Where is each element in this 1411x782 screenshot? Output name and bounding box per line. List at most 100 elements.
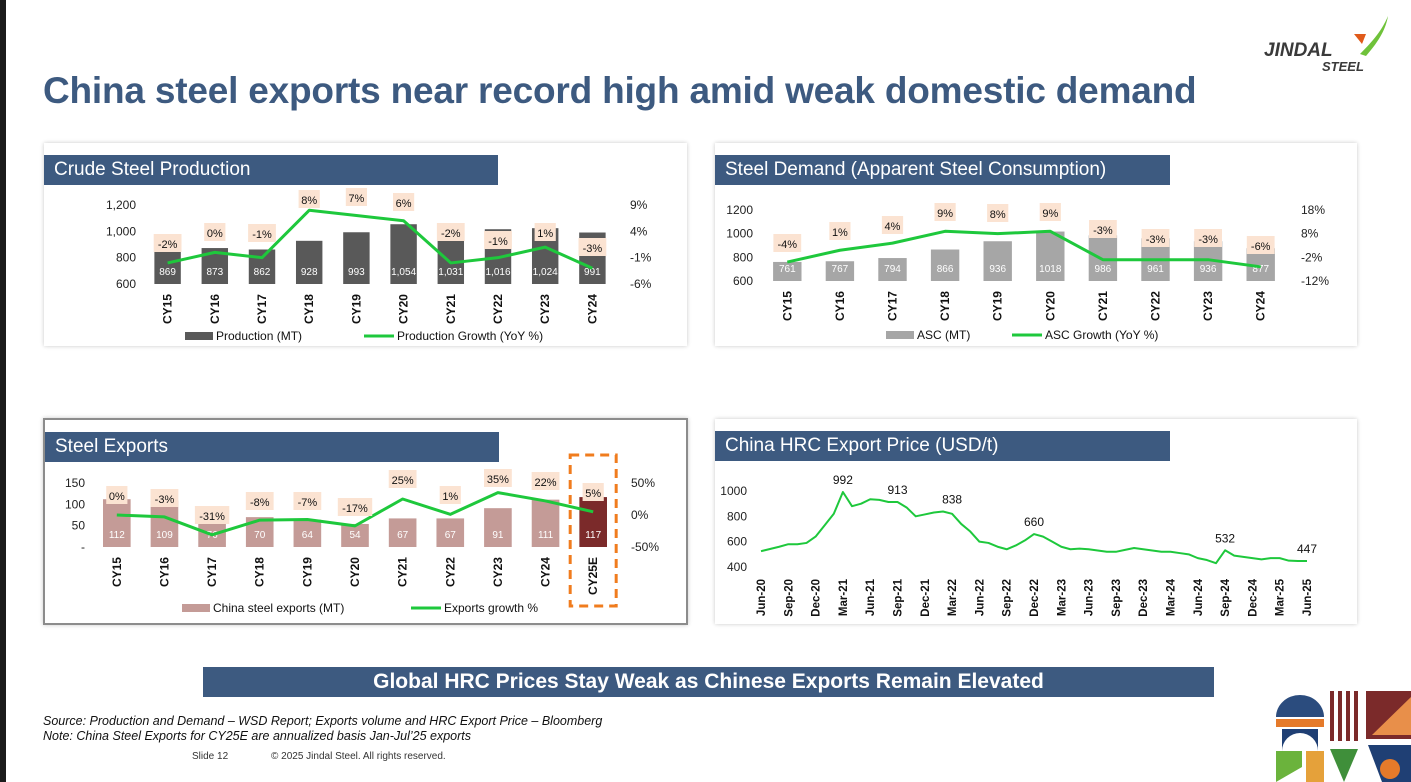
y-tick-left-label: 1,200 — [106, 198, 136, 212]
legend-swatch-bars — [182, 604, 210, 612]
legend-label-line: Production Growth (YoY %) — [397, 329, 543, 343]
bar-value-label: 767 — [832, 264, 849, 275]
growth-label: 35% — [487, 474, 509, 486]
y-tick-right-label: -6% — [630, 277, 652, 291]
jindal-steel-logo: JINDAL STEEL — [1264, 16, 1388, 74]
steel-exports-chart: -50100150-50%0%50%112CY15109CY1676CY1770… — [65, 453, 659, 615]
x-tick-label: CY25E — [586, 557, 600, 595]
x-tick-label: Mar-22 — [947, 579, 959, 616]
growth-label: -1% — [488, 236, 508, 248]
x-tick-label: Jun-21 — [865, 578, 877, 616]
x-tick-label: CY24 — [585, 294, 599, 324]
bar — [154, 248, 181, 284]
growth-label-box — [934, 203, 956, 221]
growth-label: -8% — [250, 497, 270, 509]
bar-value-label: 936 — [1200, 264, 1217, 275]
y-tick-left-label: 50 — [72, 519, 86, 533]
slide-edge — [0, 0, 6, 782]
crude-steel-production-panel: Crude Steel Production 600 800 1,000 1,200 -… — [44, 143, 687, 346]
y-tick-right-label: 18% — [1301, 203, 1325, 217]
growth-label: -3% — [1146, 234, 1166, 246]
x-tick-label: Mar-23 — [1056, 579, 1068, 616]
growth-label-box — [987, 204, 1009, 222]
x-tick-label: Jun-25 — [1302, 578, 1314, 616]
bar-value-label: 54 — [349, 530, 361, 541]
growth-label-box — [204, 223, 226, 241]
growth-label: -2% — [158, 239, 178, 251]
bar — [484, 508, 512, 547]
x-tick-label: Sep-24 — [1220, 578, 1232, 616]
bar — [579, 497, 607, 547]
bar — [103, 499, 131, 547]
bar — [825, 261, 855, 281]
growth-label-box — [153, 234, 182, 252]
growth-label-box — [106, 486, 128, 504]
x-tick-label: CY20 — [348, 557, 362, 587]
y-tick-right-label: -2% — [1301, 250, 1323, 264]
x-tick-label: Sep-23 — [1111, 579, 1123, 617]
growth-label-box — [484, 469, 512, 487]
growth-line — [116, 491, 594, 537]
price-annotation: 447 — [1297, 542, 1317, 556]
growth-label: -3% — [155, 494, 175, 506]
legend-label-bars: China steel exports (MT) — [213, 601, 344, 615]
bar — [773, 261, 802, 281]
y-tick-left-label: 600 — [733, 274, 753, 288]
bar — [295, 240, 323, 284]
bar-value-label: 109 — [156, 530, 173, 541]
x-tick-label: CY17 — [255, 294, 269, 324]
y-tick-right-label: 50% — [631, 476, 655, 490]
steel-demand-chart: 600 800 1000 1200 -12% -2% 8% 18% 761 CY15 767 CY16… — [726, 203, 1329, 342]
crude-steel-production-chart: 600 800 1,000 1,200 -6% -1% 4% 9% 869 CY15 873 CY16… — [106, 188, 652, 343]
x-tick-label: Jun-24 — [1193, 578, 1205, 616]
x-tick-label: Jun-23 — [1084, 579, 1096, 616]
bar-value-label: 1,016 — [485, 267, 510, 278]
y-tick-right-label: 4% — [630, 224, 648, 238]
y-tick-left-label: 150 — [65, 476, 85, 490]
bar — [878, 258, 907, 281]
growth-label: 0% — [207, 228, 223, 240]
price-annotation: 660 — [1024, 515, 1044, 529]
bar-value-label: 961 — [1147, 264, 1164, 275]
bar-value-label: 862 — [254, 267, 271, 278]
growth-label: 9% — [1042, 208, 1058, 220]
growth-label: -17% — [342, 503, 368, 515]
y-tick-left-label: 100 — [65, 497, 85, 511]
price-annotation: 532 — [1215, 531, 1235, 545]
growth-label-box — [345, 188, 367, 206]
y-tick-right-label: 8% — [1301, 227, 1319, 241]
growth-label: 4% — [885, 221, 901, 233]
x-tick-label: CY16 — [208, 294, 222, 324]
bar-value-label: 761 — [779, 264, 796, 275]
growth-label: 9% — [937, 208, 953, 220]
cy25e-highlight-box — [568, 453, 618, 608]
bar — [390, 224, 417, 284]
y-tick-left-label: 1000 — [726, 227, 753, 241]
growth-label-box — [245, 492, 274, 510]
growth-label: 1% — [832, 227, 848, 239]
growth-label: -1% — [252, 229, 272, 241]
slide-number: Slide 12 — [192, 751, 229, 762]
growth-label: 7% — [348, 193, 364, 205]
x-tick-label: CY18 — [302, 294, 316, 324]
y-tick-left-label: 800 — [116, 251, 136, 265]
growth-label-box — [248, 224, 276, 242]
growth-label-box — [150, 489, 179, 507]
price-annotation: 992 — [833, 473, 853, 487]
source-line-1: Source: Production and Demand – WSD Repo… — [43, 714, 603, 728]
x-tick-label: CY21 — [1096, 291, 1110, 321]
svg-text:STEEL: STEEL — [1322, 59, 1364, 74]
growth-label: -3% — [583, 243, 603, 255]
x-tick-label: Mar-21 — [838, 578, 850, 616]
steel-exports-title: Steel Exports — [45, 432, 499, 462]
key-takeaway-banner: Global HRC Prices Stay Weak as Chinese E… — [203, 667, 1214, 697]
x-tick-label: Dec-24 — [1247, 578, 1259, 616]
steel-demand-panel: Steel Demand (Apparent Steel Consumption… — [715, 143, 1357, 346]
bar — [343, 232, 370, 284]
growth-label: -6% — [1251, 241, 1271, 253]
growth-label-box — [388, 470, 417, 488]
x-tick-label: CY20 — [397, 294, 411, 324]
growth-label-box — [1194, 229, 1222, 247]
bar-value-label: 64 — [302, 530, 314, 541]
bar — [341, 523, 369, 547]
